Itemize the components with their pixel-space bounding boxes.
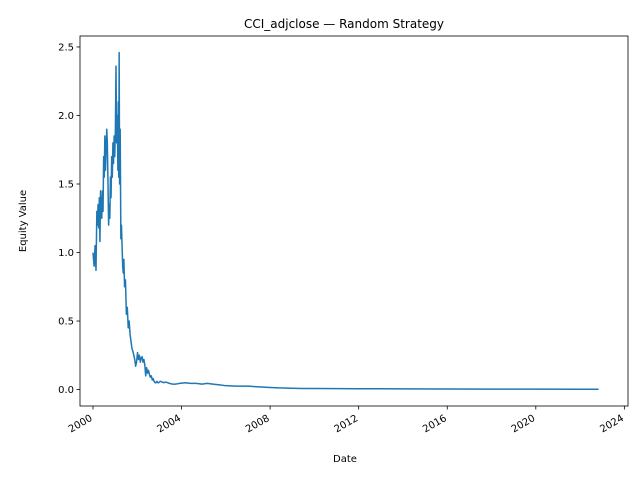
- y-tick-label: 0.0: [58, 385, 74, 396]
- y-tick-label: 1.5: [58, 180, 74, 191]
- y-tick-label: 2.5: [58, 42, 74, 53]
- y-axis-label: Equity Value: [18, 190, 29, 252]
- series-layer: [92, 51, 599, 391]
- plot-area: [80, 36, 628, 406]
- chart-title: CCI_adjclose — Random Strategy: [244, 17, 444, 31]
- equity-series-line-0: [92, 51, 599, 391]
- x-axis-label: Date: [333, 454, 357, 465]
- y-tick-label: 2.0: [58, 111, 74, 122]
- y-tick-label: 1.0: [58, 248, 74, 259]
- axes-frame: [79, 35, 629, 407]
- y-tick-label: 0.5: [58, 317, 74, 328]
